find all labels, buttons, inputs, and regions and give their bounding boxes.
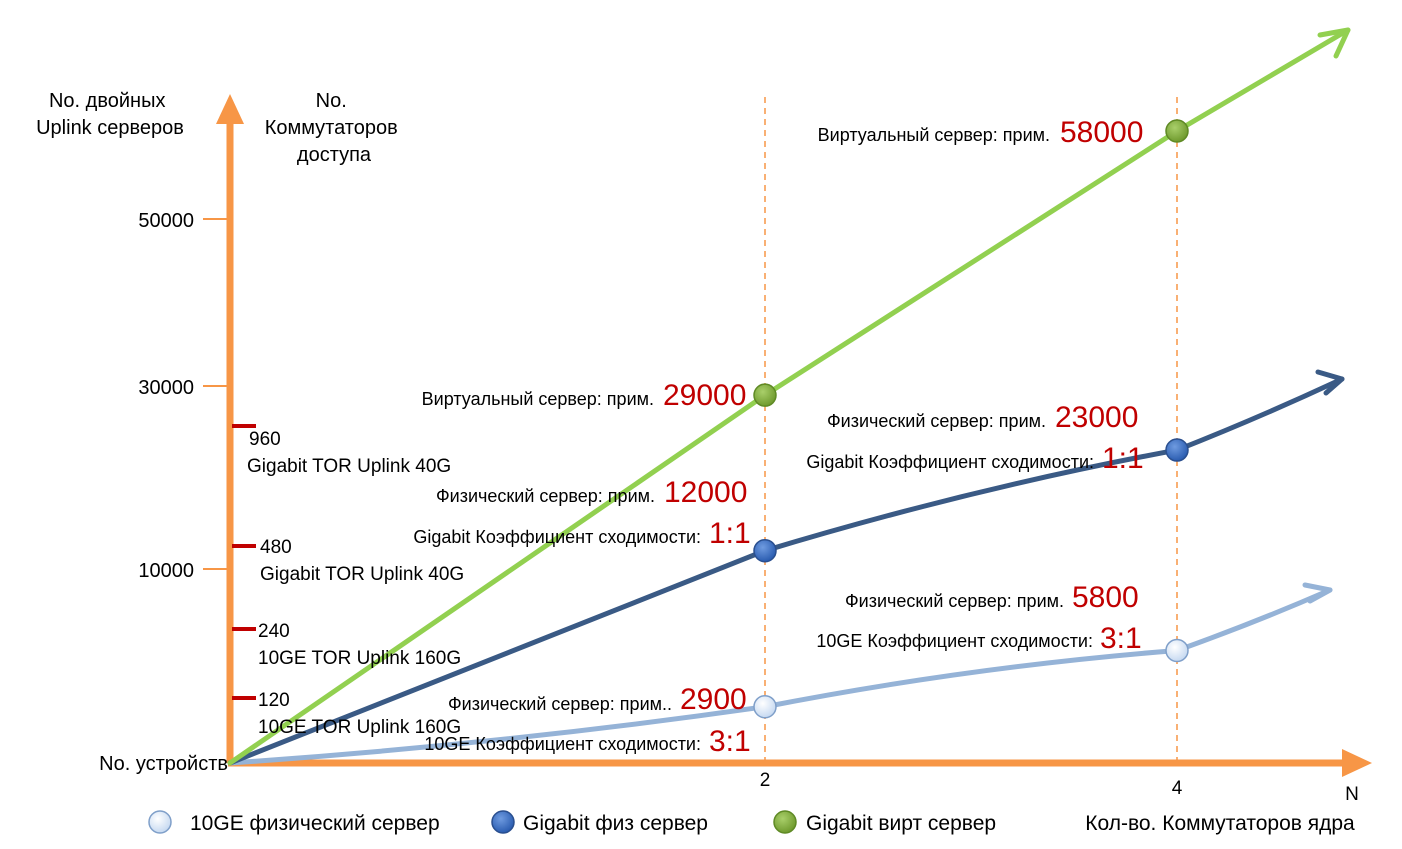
annot-10ge-phys-x2-value: 2900 — [680, 683, 747, 716]
x-axis-title: Кол-во. Коммутаторов ядра — [1085, 812, 1355, 835]
series-line-10ge-physical — [227, 587, 1333, 766]
tor-label-120: 10GE TOR Uplink 160G — [258, 717, 461, 738]
annot-gigabit-phys-x4-ratio-text: Gigabit Коэффициент сходимости: — [806, 452, 1094, 472]
annot-gigabit-phys-x4-ratio: 1:1 — [1102, 442, 1144, 475]
point-10ge-physical-x2 — [753, 694, 777, 719]
x-axis-end-label: N — [1345, 784, 1359, 805]
y-axis — [203, 94, 244, 763]
legend-label-gigabit-virtual: Gigabit вирт сервер — [806, 812, 996, 835]
legend: 10GE физический сервер Gigabit физ серве… — [148, 810, 996, 835]
series-arrowhead-gigabit-virtual — [1317, 27, 1351, 59]
point-gigabit-virtual-x2 — [753, 383, 777, 407]
series-arrowhead-10ge-physical — [1302, 582, 1333, 604]
point-gigabit-physical-x4 — [1165, 438, 1189, 462]
y-tick-label-50000: 50000 — [138, 210, 194, 232]
x-tick-label-2: 2 — [760, 770, 771, 791]
annot-gigabit-phys-x4-value: 23000 — [1055, 401, 1138, 434]
point-10ge-physical-x4 — [1165, 638, 1189, 663]
annot-gigabit-phys-x2-ratio-text: Gigabit Коэффициент сходимости: — [413, 527, 701, 547]
legend-marker-gigabit-physical — [491, 810, 515, 834]
annot-gigabit-phys-x4-prefix: Физический сервер: прим. — [827, 411, 1046, 431]
annot-gigabit-phys-x2-prefix: Физический сервер: прим. — [436, 486, 655, 506]
y-axis-title-left: No. двойных Uplink серверов — [36, 90, 184, 139]
annot-virtual-x2-value: 29000 — [663, 379, 746, 412]
annot-virtual-x4-value: 58000 — [1060, 116, 1143, 149]
y-tick-label-30000: 30000 — [138, 377, 194, 399]
annot-10ge-phys-x4-ratio: 3:1 — [1100, 622, 1142, 655]
annot-gigabit-phys-x2-value: 12000 — [664, 476, 747, 509]
annot-10ge-phys-x2-prefix: Физический сервер: прим.. — [448, 694, 672, 714]
annot-10ge-phys-x4-prefix: Физический сервер: прим. — [845, 591, 1064, 611]
series-line-gigabit-virtual — [227, 27, 1351, 766]
legend-label-10ge-physical: 10GE физический сервер — [190, 812, 440, 835]
series-line-gigabit-physical — [227, 376, 1345, 766]
tor-label-480: Gigabit TOR Uplink 40G — [260, 564, 464, 585]
legend-marker-gigabit-virtual — [773, 810, 797, 834]
tor-label-240: 10GE TOR Uplink 160G — [258, 648, 461, 669]
annot-10ge-phys-x2-ratio-text: 10GE Коэффициент сходимости: — [424, 734, 701, 754]
annot-virtual-x2-prefix: Виртуальный сервер: прим. — [422, 389, 654, 409]
tor-count-120: 120 — [258, 690, 290, 711]
annot-virtual-x4-prefix: Виртуальный сервер: прим. — [818, 125, 1050, 145]
annot-10ge-phys-x4-ratio-text: 10GE Коэффициент сходимости: — [816, 631, 1093, 651]
x-axis — [228, 749, 1372, 777]
annot-gigabit-phys-x2-ratio: 1:1 — [709, 517, 751, 550]
annot-10ge-phys-x2-ratio: 3:1 — [709, 725, 751, 758]
point-gigabit-physical-x2 — [753, 538, 777, 563]
legend-label-gigabit-physical: Gigabit физ сервер — [523, 812, 708, 835]
x-tick-label-4: 4 — [1172, 778, 1183, 799]
tor-count-960: 960 — [249, 429, 281, 450]
y-tick-label-10000: 10000 — [138, 560, 194, 582]
point-gigabit-virtual-x4 — [1165, 119, 1189, 143]
tor-count-240: 240 — [258, 621, 290, 642]
series-arrowhead-gigabit-physical — [1315, 369, 1345, 396]
origin-label: No. устройств — [99, 753, 228, 775]
tor-count-480: 480 — [260, 537, 292, 558]
y-axis-title-right: No. Коммутаторов доступа — [265, 90, 404, 166]
annot-10ge-phys-x4-value: 5800 — [1072, 581, 1139, 614]
tor-label-960: Gigabit TOR Uplink 40G — [247, 456, 451, 477]
legend-marker-10ge-physical — [148, 810, 172, 834]
